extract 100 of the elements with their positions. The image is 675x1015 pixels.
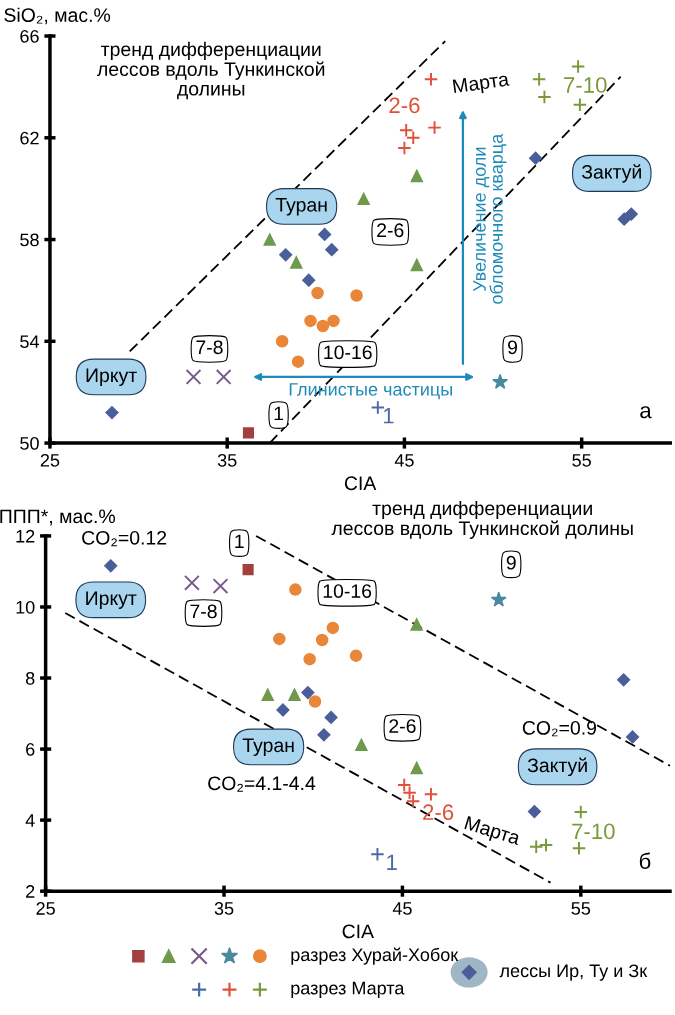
annotation: CO₂=0.9 (522, 720, 597, 737)
annotation: Глинистые частицы (289, 383, 452, 400)
point (410, 169, 424, 183)
point (311, 286, 324, 300)
point (275, 335, 289, 348)
point (423, 786, 439, 802)
annotation: Туран (275, 198, 327, 216)
annotation: 1 (274, 406, 284, 421)
point (370, 847, 385, 862)
legend-label: разрез Марта (291, 981, 405, 999)
point (625, 730, 640, 744)
y-tick-label: 12 (16, 529, 35, 543)
annotation: 1 (235, 534, 244, 549)
point (212, 578, 229, 594)
point (397, 140, 412, 156)
point (308, 695, 322, 708)
point (327, 314, 340, 328)
annotation: 1 (387, 854, 397, 870)
y-axis-title: ППП*, мас.% (0, 509, 115, 526)
point (317, 728, 331, 742)
point (105, 405, 119, 420)
point (242, 427, 255, 439)
annotation: 7-8 (196, 340, 223, 355)
point (528, 151, 543, 165)
point (315, 633, 329, 647)
point (527, 805, 542, 819)
point (302, 273, 316, 287)
point (288, 688, 301, 701)
point (617, 212, 631, 226)
point (324, 710, 338, 725)
point (318, 227, 332, 242)
point (406, 130, 421, 146)
y-tick-label: 54 (20, 335, 40, 349)
point (291, 355, 305, 368)
x-tick-label: 55 (572, 454, 591, 467)
point (396, 777, 412, 793)
point (273, 632, 286, 646)
x-tick-label: 55 (571, 902, 591, 915)
point (570, 59, 586, 74)
annotation: Иркут (86, 591, 137, 609)
annotation: 10-16 (324, 345, 372, 360)
point (571, 840, 587, 856)
point (427, 120, 442, 135)
annotation: Иркут (86, 368, 137, 386)
annotation: 7-10 (564, 77, 607, 93)
x-axis-title: CIA (342, 924, 374, 939)
annotation: 2-6 (389, 719, 416, 733)
x-tick-label: 45 (394, 454, 414, 467)
point (370, 400, 386, 415)
annotation: 2-6 (389, 97, 420, 114)
point (289, 583, 302, 596)
point (263, 233, 276, 246)
point (316, 319, 330, 333)
annotation: 7-8 (190, 604, 217, 619)
annotation: 10-16 (323, 584, 372, 598)
point (531, 72, 547, 87)
point (398, 122, 414, 138)
annotation: б (639, 852, 651, 870)
point (410, 761, 423, 775)
annotation: Туран (242, 738, 294, 756)
annotation: Зактуй (581, 164, 641, 183)
point (242, 564, 254, 576)
y-tick-label: 66 (20, 29, 39, 43)
annotation: CO₂=0.12 (82, 530, 167, 547)
y-tick-label: 58 (20, 233, 39, 247)
annotation: Зактуй (527, 757, 587, 777)
annotation: 2-6 (423, 804, 454, 821)
x-tick-label: 25 (36, 902, 55, 915)
point (624, 207, 638, 221)
annotation: 1 (383, 408, 394, 424)
annotation: Увеличение доли обломочного кварца (473, 133, 507, 304)
annotation: 2-6 (377, 223, 404, 238)
legend-label: лессы Ир, Ту и Зк (499, 964, 648, 981)
point (261, 688, 274, 701)
point (402, 785, 417, 800)
point (349, 649, 363, 662)
point (355, 738, 368, 752)
point (537, 89, 552, 105)
point (617, 673, 631, 687)
y-tick-label: 62 (20, 131, 39, 145)
x-tick-label: 45 (392, 902, 412, 915)
point (290, 256, 303, 269)
annotation: 9 (508, 340, 518, 355)
annotation: Марта (452, 72, 511, 98)
point (325, 243, 339, 257)
point (279, 248, 293, 262)
annotation: тренд дифференциации лессов вдоль Тункинской долины (331, 500, 633, 539)
point (573, 804, 589, 820)
y-axis-title: SiO₂, мас.% (4, 7, 111, 25)
annotation: Марта (463, 815, 522, 849)
legend-label: разрез Хурай-Хобок (291, 947, 459, 965)
x-tick-label: 35 (217, 453, 237, 467)
point (350, 289, 363, 302)
annotation: CO₂=4.1-4.4 (208, 776, 316, 792)
point (405, 794, 421, 809)
point (303, 652, 316, 666)
annotation: тренд дифференциации лессов вдоль Тункинской долины (97, 41, 325, 100)
y-tick-label: 4 (25, 814, 35, 827)
point (538, 837, 554, 853)
point (276, 703, 290, 717)
